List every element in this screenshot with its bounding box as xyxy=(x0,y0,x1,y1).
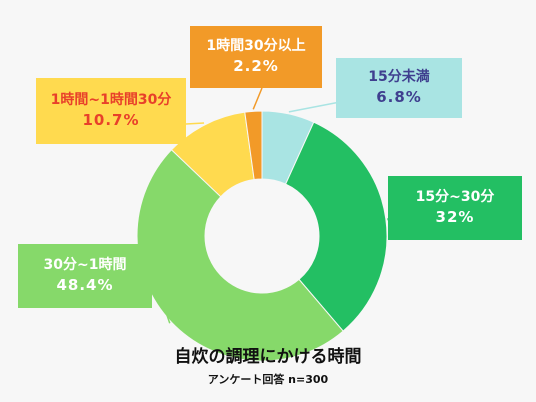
slice-label-30min-1h: 30分~1時間 xyxy=(43,257,127,274)
label-box-15-30min: 15分~30分 32% xyxy=(388,176,522,240)
slice-value-over-1h30: 2.2% xyxy=(233,57,279,76)
chart-title: 自炊の調理にかける時間 xyxy=(174,347,362,367)
label-box-1h-1h30: 1時間~1時間30分 10.7% xyxy=(36,78,186,144)
chart-subtitle: アンケート回答 n=300 xyxy=(207,373,329,386)
slice-value-under-15min: 6.8% xyxy=(376,88,422,107)
slice-over-1h30 xyxy=(244,110,263,181)
slice-value-1h-1h30: 10.7% xyxy=(82,111,140,130)
slice-label-over-1h30: 1時間30分以上 xyxy=(206,38,306,55)
leader-line-1h-1h30 xyxy=(185,122,205,125)
leader-line-over-1h30 xyxy=(252,87,263,110)
leader-line-30min-1h xyxy=(151,271,171,324)
slice-value-15-30min: 32% xyxy=(435,208,475,227)
slice-label-1h-1h30: 1時間~1時間30分 xyxy=(50,92,172,109)
slice-value-30min-1h: 48.4% xyxy=(56,276,114,295)
label-box-30min-1h: 30分~1時間 48.4% xyxy=(18,244,152,308)
label-box-under-15min: 15分未満 6.8% xyxy=(336,58,462,118)
slice-label-under-15min: 15分未満 xyxy=(368,69,430,86)
label-box-over-1h30: 1時間30分以上 2.2% xyxy=(190,26,322,88)
donut-slices xyxy=(136,110,388,362)
slice-label-15-30min: 15分~30分 xyxy=(415,189,495,206)
leader-line-under-15min xyxy=(288,101,341,113)
slice-30min-1h xyxy=(136,149,344,362)
slice-15-30min xyxy=(284,121,388,332)
